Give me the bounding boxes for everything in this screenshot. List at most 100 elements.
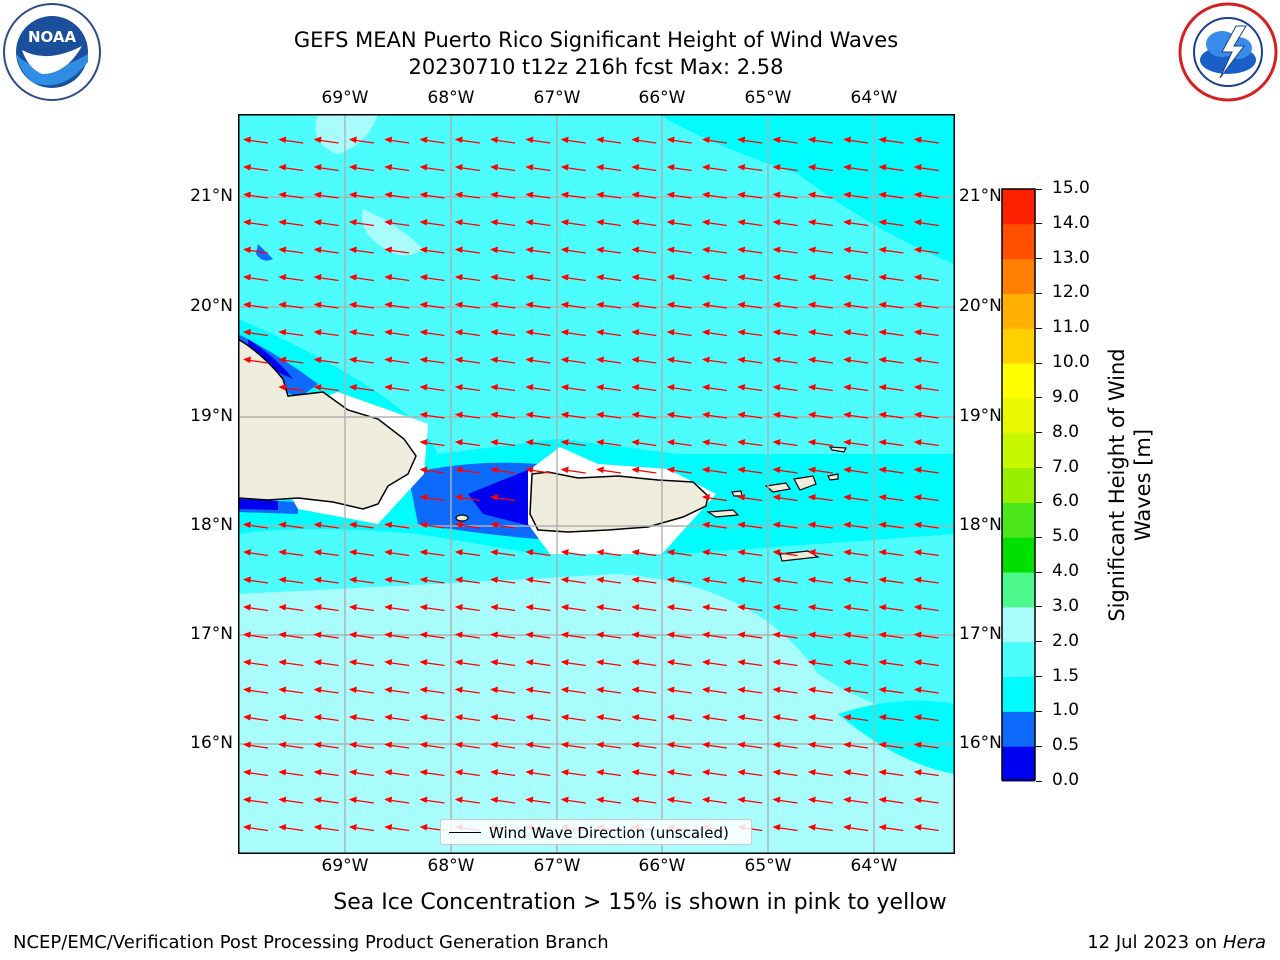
wave-arrow-head xyxy=(490,246,499,253)
colorbar-tick-label: 14.0 xyxy=(1052,212,1090,233)
wave-arrow-head xyxy=(772,659,781,666)
wave-arrow-head xyxy=(313,136,322,143)
wave-arrow-head xyxy=(419,164,428,171)
wave-arrow-shaft xyxy=(458,304,480,309)
wave-arrow-shaft xyxy=(423,496,445,502)
wave-arrow-head xyxy=(737,439,746,446)
wave-arrow-head xyxy=(631,769,640,776)
wave-arrow-shaft xyxy=(599,414,622,419)
wave-arrow-head xyxy=(454,411,463,418)
wave-arrow-shaft xyxy=(246,661,269,667)
wave-arrow-head xyxy=(490,301,499,308)
wave-arrow-shaft xyxy=(317,249,339,254)
wave-arrow-head xyxy=(560,411,569,418)
wave-arrow-shaft xyxy=(458,524,480,529)
wave-arrow-head xyxy=(701,521,710,528)
colorbar-segment xyxy=(1002,572,1035,608)
wave-arrow-shaft xyxy=(847,386,869,392)
land-mona-island xyxy=(455,514,469,522)
wave-arrow-shaft xyxy=(458,579,480,584)
wave-arrow-head xyxy=(348,191,357,198)
wave-arrow-head xyxy=(419,384,428,391)
wave-arrow-head xyxy=(843,796,852,803)
wave-arrow-shaft xyxy=(741,716,763,722)
wave-arrow-shaft xyxy=(776,661,798,667)
wave-arrow-shaft xyxy=(811,139,833,144)
wave-arrow-head xyxy=(454,219,463,226)
wave-arrow-shaft xyxy=(246,579,269,584)
wave-arrow-head xyxy=(913,301,922,308)
wave-arrow-shaft xyxy=(458,249,480,254)
wave-arrow-head xyxy=(913,576,922,583)
wave-arrow-shaft xyxy=(670,276,692,282)
wave-arrow-shaft xyxy=(705,331,727,337)
wave-arrow-head xyxy=(348,301,357,308)
wave-arrow-head xyxy=(666,301,675,308)
wave-arrow-shaft xyxy=(317,634,339,639)
wave-arrow-shaft xyxy=(529,249,551,254)
wave-arrow-shaft xyxy=(776,331,798,337)
wave-arrow-head xyxy=(631,329,640,336)
wave-arrow-shaft xyxy=(917,689,939,694)
wave-arrow-head xyxy=(913,384,922,391)
wave-arrow-head xyxy=(419,714,428,721)
wave-arrow-head xyxy=(631,246,640,253)
wave-arrow-head xyxy=(490,136,499,143)
wave-arrow-head xyxy=(596,714,604,721)
wave-arrow-head xyxy=(419,411,428,418)
wave-arrow-head xyxy=(807,246,816,253)
wave-arrow-shaft xyxy=(529,139,551,144)
wave-arrow-shaft xyxy=(246,221,269,227)
wave-arrow-head xyxy=(243,274,251,281)
wave-arrow-shaft xyxy=(352,826,374,832)
wave-arrow-head xyxy=(807,384,816,391)
wave-arrow-head xyxy=(348,659,357,666)
wave-arrow-head xyxy=(560,576,569,583)
wave-arrow-head xyxy=(278,274,287,281)
colorbar-tick xyxy=(1036,745,1042,747)
wave-arrow-head xyxy=(596,136,604,143)
wave-arrow-head xyxy=(596,384,604,391)
wave-arrow-head xyxy=(913,796,922,803)
wave-arrow-shaft xyxy=(847,249,869,254)
wave-arrow-head xyxy=(631,136,640,143)
wave-arrow-head xyxy=(772,329,781,336)
wave-arrow-head xyxy=(384,219,393,226)
colorbar-segment xyxy=(1002,189,1035,225)
ocean-2to3m-north xyxy=(315,114,378,154)
wave-arrow-head xyxy=(701,741,710,748)
footer-credit: NCEP/EMC/Verification Post Processing Pr… xyxy=(13,932,609,953)
wave-arrow-shaft xyxy=(388,689,410,694)
wave-arrow-shaft xyxy=(847,551,869,557)
wave-arrow-head xyxy=(243,191,251,198)
colorbar-tick xyxy=(1036,188,1042,190)
land-st-croix xyxy=(779,550,820,562)
wave-arrow-shaft xyxy=(458,386,480,392)
wave-arrow-head xyxy=(525,576,534,583)
wave-arrow-shaft xyxy=(882,634,904,639)
wave-arrow-shaft xyxy=(282,799,304,804)
wave-arrow-head xyxy=(313,301,322,308)
wave-arrow-head xyxy=(243,521,251,528)
wave-arrow-shaft xyxy=(388,166,410,172)
wave-arrow-head xyxy=(843,466,852,473)
wave-arrow-head xyxy=(348,769,357,776)
sea-ice-note: Sea Ice Concentration > 15% is shown in … xyxy=(333,890,947,915)
wave-arrow-shaft xyxy=(423,304,445,309)
wave-arrow-shaft xyxy=(494,166,516,172)
wave-arrow-head xyxy=(666,549,675,556)
wave-arrow-shaft xyxy=(388,524,410,529)
wave-arrow-head xyxy=(490,466,499,473)
wave-arrow-shaft xyxy=(282,524,304,529)
wave-arrow-head xyxy=(384,686,393,693)
wave-arrow-shaft xyxy=(917,221,939,227)
ocean-below05m-hispaniola xyxy=(238,499,278,510)
wave-arrow-shaft xyxy=(564,304,586,309)
wave-arrow-head xyxy=(490,356,499,363)
wave-arrow-head xyxy=(631,741,640,748)
wave-arrow-shaft xyxy=(317,661,339,667)
wave-arrow-head xyxy=(913,521,922,528)
lon-label-bottom-68w: 68°W xyxy=(427,856,475,876)
lon-label-top-66w: 66°W xyxy=(638,88,686,108)
colorbar-tick-label: 7.0 xyxy=(1052,456,1080,477)
